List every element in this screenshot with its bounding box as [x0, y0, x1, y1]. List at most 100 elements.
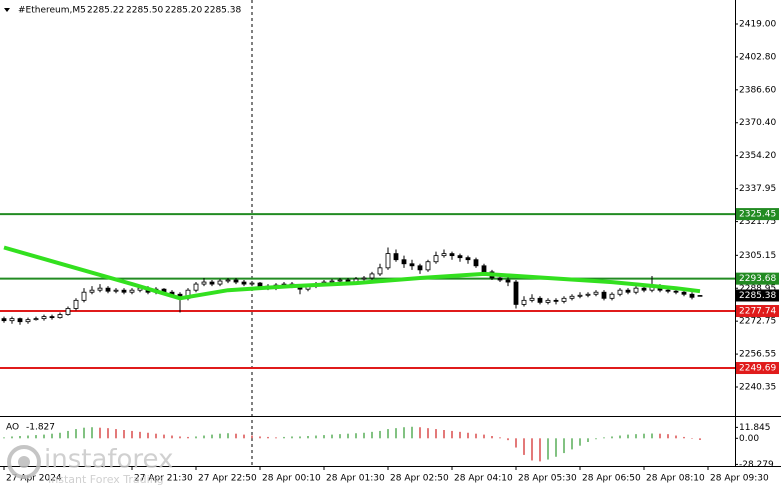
- candle-body: [41, 316, 47, 320]
- ao-bar: [635, 434, 637, 439]
- watermark: instaforex Instant Forex Trading: [7, 445, 173, 486]
- ao-bar: [43, 434, 45, 439]
- candle-body: [441, 253, 447, 257]
- watermark-tagline: Instant Forex Trading: [48, 473, 164, 486]
- candle-body: [401, 259, 407, 265]
- candle-body: [673, 290, 679, 293]
- x-tick-label: 28 Apr 08:10: [646, 474, 705, 484]
- ao-bar: [563, 438, 565, 454]
- level-label: 2293.68: [739, 274, 776, 284]
- x-tick-label: 28 Apr 01:30: [326, 474, 385, 484]
- ao-tick-label: 11.845: [739, 423, 771, 433]
- ao-bar: [411, 426, 413, 439]
- candle-body: [1, 318, 7, 322]
- y-tick-label: 2386.60: [739, 85, 776, 95]
- header-close: 2285.38: [204, 6, 241, 16]
- ao-bar: [507, 438, 509, 441]
- ao-bar: [11, 436, 13, 439]
- candle-body: [697, 295, 703, 297]
- candle-body: [89, 289, 95, 293]
- ao-bar: [379, 430, 381, 439]
- x-tick-label: 28 Apr 04:10: [454, 474, 513, 484]
- chart-title: #Ethereum,M5: [18, 6, 86, 16]
- ao-bar: [619, 435, 621, 439]
- ao-bar: [571, 438, 573, 450]
- ao-bar: [315, 435, 317, 439]
- ao-bar: [3, 437, 5, 439]
- ao-bar: [243, 434, 245, 439]
- candle-body: [465, 257, 471, 261]
- ao-bar: [659, 433, 661, 439]
- ao-bar: [531, 438, 533, 461]
- level-label-box: [736, 272, 779, 285]
- candle-body: [569, 295, 575, 299]
- ao-bar: [579, 438, 581, 446]
- ao-bar: [523, 438, 525, 455]
- candle-body: [97, 287, 103, 291]
- level-label: 2277.74: [739, 307, 776, 317]
- ao-bar: [539, 438, 541, 462]
- ao-tick-label: 0.00: [739, 434, 759, 444]
- ao-bar: [451, 430, 453, 439]
- ao-bar: [179, 436, 181, 439]
- y-tick-label: 2419.00: [739, 19, 776, 29]
- ao-bar: [611, 436, 613, 439]
- candle-body: [329, 280, 335, 283]
- candle-body: [545, 299, 551, 303]
- y-tick-label: 2240.35: [739, 383, 776, 393]
- x-tick-label: 28 Apr 05:30: [518, 474, 577, 484]
- ao-bar: [251, 435, 253, 439]
- watermark-brand: instaforex: [44, 445, 173, 475]
- ao-bar: [683, 436, 685, 439]
- candle-body: [433, 255, 439, 263]
- ao-bar: [187, 436, 189, 439]
- ao-bar: [171, 435, 173, 439]
- ao-bar: [699, 438, 701, 440]
- ao-bar: [419, 427, 421, 439]
- ao-bar: [491, 436, 493, 439]
- ao-bar: [347, 433, 349, 439]
- candle-body: [9, 318, 15, 322]
- ao-bar: [675, 435, 677, 439]
- logo-ring: [7, 445, 41, 479]
- candle-body: [57, 314, 63, 319]
- ao-bar: [555, 438, 557, 457]
- ao-bar: [219, 433, 221, 439]
- y-tick-label: 2337.95: [739, 184, 776, 194]
- header-open: 2285.22: [87, 6, 124, 16]
- candle-body: [481, 265, 487, 273]
- candle-body: [25, 319, 31, 323]
- candle-body: [33, 318, 39, 321]
- candle-body: [337, 279, 343, 282]
- x-tick-label: 28 Apr 00:10: [262, 474, 321, 484]
- ao-bar: [603, 437, 605, 439]
- ao-bar: [155, 433, 157, 439]
- candle-body: [553, 299, 559, 302]
- header-high: 2285.50: [126, 6, 163, 16]
- ao-bar: [75, 429, 77, 439]
- menu-arrow: [4, 8, 10, 12]
- ao-bar: [51, 433, 53, 439]
- ao-bar: [363, 432, 365, 439]
- ao-bar: [147, 432, 149, 439]
- ao-bar: [339, 434, 341, 439]
- candle-body: [641, 287, 647, 291]
- ao-bar: [299, 436, 301, 439]
- candle-body: [369, 273, 375, 279]
- candle-body: [521, 299, 527, 305]
- current-price-label: 2285.38: [739, 291, 776, 301]
- candle-body: [217, 280, 223, 285]
- candle-body: [593, 291, 599, 295]
- ao-bar: [691, 438, 693, 439]
- candle-body: [81, 291, 87, 301]
- candle-body: [529, 297, 535, 301]
- level-label-box: [736, 208, 779, 221]
- ao-bar: [195, 436, 197, 439]
- ao-bar: [211, 434, 213, 439]
- candle-body: [105, 287, 111, 292]
- ao-bar: [259, 436, 261, 439]
- candle-body: [585, 293, 591, 296]
- ao-bar: [19, 436, 21, 439]
- ao-bar: [131, 430, 133, 439]
- ao-bar: [139, 431, 141, 439]
